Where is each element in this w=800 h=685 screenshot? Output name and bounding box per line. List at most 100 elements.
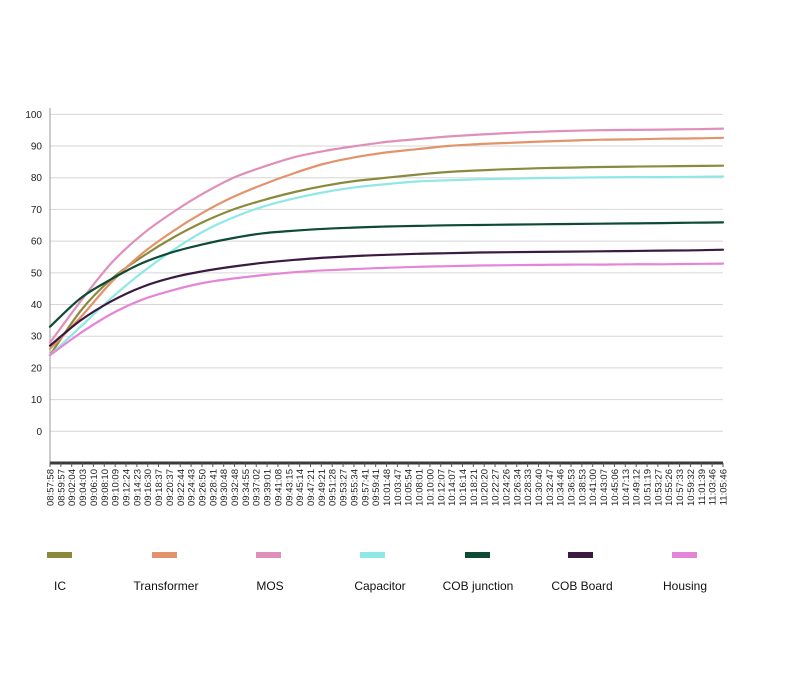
series-line-7: [48, 262, 725, 357]
legend-swatch: [47, 552, 72, 558]
x-tick-label: 09:43:15: [284, 469, 295, 506]
x-tick-label: 09:20:37: [165, 469, 176, 506]
x-tick-label: 10:08:01: [415, 469, 426, 506]
x-tick-label: 09:14:23: [132, 469, 143, 506]
series-line-6: [48, 248, 725, 347]
x-tick-label: 10:59:32: [686, 469, 697, 506]
x-tick-label: 09:24:43: [187, 469, 198, 506]
legend-label: Capacitor: [354, 579, 405, 593]
x-tick-label: 09:28:41: [208, 469, 219, 506]
x-tick-label: 10:20:20: [480, 469, 491, 506]
series-line-2: [48, 136, 725, 350]
x-tick-label: 09:37:02: [252, 469, 263, 506]
y-tick-label: 10: [31, 395, 43, 406]
legend-label: MOS: [256, 579, 283, 593]
legend-swatch: [256, 552, 281, 558]
x-tick-label: 09:30:48: [219, 469, 230, 506]
x-tick-label: 09:08:10: [100, 469, 111, 506]
series-line-3: [48, 127, 725, 344]
legend-label: Transformer: [134, 579, 199, 593]
x-tick-label: 09:06:10: [89, 469, 100, 506]
x-tick-label: 09:02:04: [67, 469, 78, 506]
x-tick-label: 09:51:28: [328, 469, 339, 506]
x-tick-label: 10:45:06: [610, 469, 621, 506]
y-tick-label: 60: [31, 237, 43, 248]
x-tick-label: 10:49:12: [632, 469, 643, 506]
x-tick-label: 10:24:26: [501, 469, 512, 506]
x-tick-label: 09:04:03: [78, 469, 89, 506]
x-tick-label: 09:57:41: [360, 469, 371, 506]
y-tick-label: 20: [31, 363, 43, 374]
x-tick-label: 10:47:13: [621, 469, 632, 506]
x-tick-label: 09:49:21: [317, 469, 328, 506]
legend-label: COB junction: [443, 579, 514, 593]
x-tick-label: 10:18:21: [469, 469, 480, 506]
x-tick-label: 09:47:21: [306, 469, 317, 506]
series-line-4: [48, 175, 725, 357]
x-tick-label: 10:30:40: [534, 469, 545, 506]
x-tick-label: 10:16:14: [458, 469, 469, 506]
x-tick-label: 10:57:33: [675, 469, 686, 506]
y-tick-label: 80: [31, 173, 43, 184]
x-tick-label: 09:55:34: [349, 469, 360, 506]
legend: IC Transformer MOS Capacitor COB junction COB…: [47, 552, 707, 593]
x-tick-label: 10:34:46: [556, 469, 567, 506]
x-tick-label: 10:43:07: [599, 469, 610, 506]
x-tick-label: 10:22:27: [491, 469, 502, 506]
x-tick-label: 09:10:09: [111, 469, 122, 506]
x-tick-label: 10:12:07: [436, 469, 447, 506]
x-tick-label: 10:26:34: [512, 469, 523, 506]
y-tick-label: 50: [31, 268, 43, 279]
x-tick-label: 08:59:57: [56, 469, 67, 506]
series-lines: [48, 127, 725, 357]
x-tick-label: 10:32:47: [545, 469, 556, 506]
x-tick-label: 10:10:00: [425, 469, 436, 506]
x-tick-label: 09:39:01: [263, 469, 274, 506]
x-tick-label: 09:18:37: [154, 469, 165, 506]
x-tick-label: 10:28:33: [523, 469, 534, 506]
x-tick-label: 09:12:24: [121, 469, 132, 506]
x-tick-label: 10:03:47: [393, 469, 404, 506]
y-tick-label: 100: [25, 110, 42, 121]
y-tick-label: 40: [31, 300, 43, 311]
x-tick-label: 09:53:27: [339, 469, 350, 506]
x-tick-label: 10:14:07: [447, 469, 458, 506]
x-axis-tick-labels: 08:57:58 08:59:57 09:02:04 09:04:03 09:06:10…: [46, 469, 730, 506]
y-axis-tick-labels: 0 10 20 30 40 50 60 70 80 90 100: [25, 110, 42, 438]
x-tick-label: 09:22:44: [176, 469, 187, 506]
x-tick-label: 10:41:00: [588, 469, 599, 506]
x-tick-label: 10:38:53: [577, 469, 588, 506]
legend-swatch: [360, 552, 385, 558]
x-tick-label: 09:45:14: [295, 469, 306, 506]
x-tick-label: 09:59:41: [371, 469, 382, 506]
x-tick-label: 09:16:30: [143, 469, 154, 506]
legend-swatch: [465, 552, 490, 558]
x-tick-label: 11:03:46: [708, 469, 719, 505]
x-tick-label: 09:41:08: [273, 469, 284, 506]
axes: [49, 108, 724, 467]
y-tick-label: 90: [31, 142, 43, 153]
legend-label: Housing: [663, 579, 707, 593]
y-tick-label: 70: [31, 205, 43, 216]
y-tick-label: 30: [31, 332, 43, 343]
x-tick-label: 10:36:53: [567, 469, 578, 506]
x-tick-label: 11:01:39: [697, 469, 708, 505]
x-tick-label: 10:51:19: [643, 469, 654, 506]
legend-swatch: [152, 552, 177, 558]
x-tick-label: 11:05:46: [719, 469, 730, 505]
legend-label: COB Board: [551, 579, 612, 593]
series-line-1: [48, 164, 725, 357]
x-tick-label: 09:34:55: [241, 469, 252, 506]
grid-lines: [50, 113, 723, 432]
legend-swatch: [568, 552, 593, 558]
legend-swatch: [672, 552, 697, 558]
series-line-5: [48, 221, 725, 328]
x-tick-label: 10:05:54: [404, 469, 415, 506]
legend-label: IC: [54, 579, 66, 593]
x-tick-label: 10:53:27: [653, 469, 664, 506]
x-tick-label: 10:01:48: [382, 469, 393, 506]
x-tick-label: 08:57:58: [46, 469, 57, 506]
x-tick-label: 09:32:48: [230, 469, 241, 506]
y-tick-label: 0: [36, 427, 42, 438]
